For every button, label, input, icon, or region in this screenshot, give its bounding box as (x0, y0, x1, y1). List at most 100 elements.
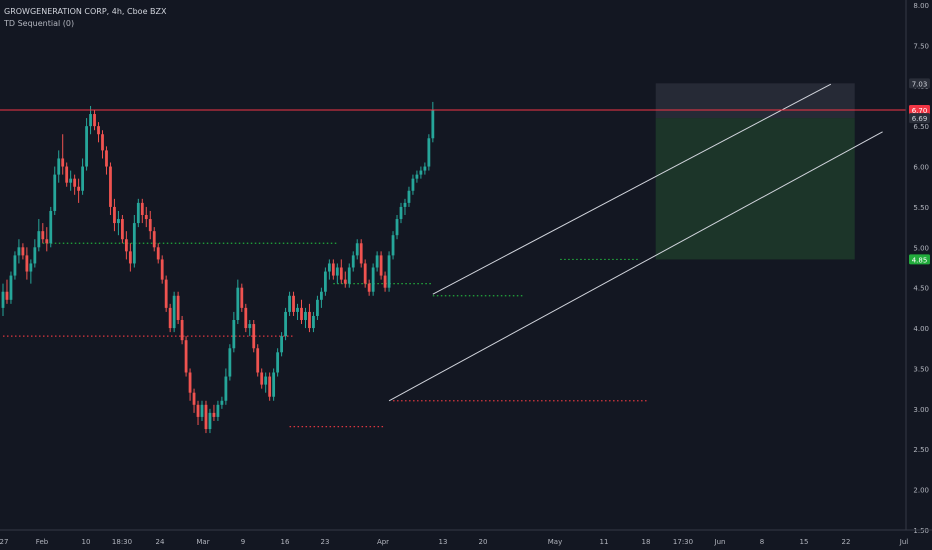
candle[interactable] (419, 166, 423, 179)
candle[interactable] (140, 198, 144, 224)
candle[interactable] (192, 388, 196, 413)
candle[interactable] (1, 283, 5, 316)
candle[interactable] (41, 223, 45, 244)
indicator-title[interactable]: TD Sequential (0) (4, 19, 75, 28)
candle[interactable] (264, 372, 268, 393)
candle[interactable] (407, 186, 411, 207)
candle[interactable] (204, 400, 208, 434)
candle[interactable] (25, 247, 29, 280)
channel-line-upper[interactable] (432, 83, 832, 295)
candle[interactable] (196, 400, 200, 425)
candle[interactable] (5, 279, 9, 304)
candle[interactable] (403, 198, 407, 215)
candle[interactable] (288, 291, 291, 316)
candle[interactable] (240, 283, 244, 312)
channel-line-lower[interactable] (388, 131, 883, 402)
candle[interactable] (77, 178, 81, 203)
candle[interactable] (176, 291, 180, 325)
candle[interactable] (276, 348, 280, 377)
candle[interactable] (363, 259, 367, 288)
candle[interactable] (85, 118, 88, 171)
candle[interactable] (323, 267, 327, 296)
candle[interactable] (53, 166, 57, 215)
price-axis[interactable]: 8.007.507.006.506.005.505.004.504.003.50… (905, 0, 932, 550)
candle[interactable] (379, 251, 383, 280)
candle[interactable] (391, 231, 395, 260)
candle[interactable] (256, 344, 260, 377)
candle[interactable] (65, 162, 69, 187)
candle[interactable] (148, 210, 152, 240)
candle[interactable] (228, 344, 232, 381)
candle[interactable] (168, 303, 172, 333)
candle[interactable] (61, 134, 65, 175)
candle[interactable] (33, 239, 37, 268)
candle[interactable] (136, 198, 140, 228)
candle[interactable] (331, 259, 335, 280)
stop-loss-zone[interactable] (655, 83, 855, 119)
candle[interactable] (101, 130, 104, 159)
candle[interactable] (320, 287, 323, 308)
candlestick-series[interactable] (1, 101, 435, 434)
candle[interactable] (395, 215, 399, 240)
candle[interactable] (164, 275, 168, 312)
candle[interactable] (216, 400, 220, 421)
candle[interactable] (351, 251, 355, 272)
candle[interactable] (268, 372, 272, 401)
candle[interactable] (415, 170, 419, 183)
candle[interactable] (232, 311, 236, 353)
candle[interactable] (371, 263, 375, 296)
candle[interactable] (124, 231, 128, 260)
candle[interactable] (160, 255, 164, 284)
candle[interactable] (411, 174, 415, 195)
candle[interactable] (375, 251, 379, 272)
candle[interactable] (212, 404, 216, 421)
candle[interactable] (188, 368, 192, 401)
candle[interactable] (105, 146, 108, 175)
candle[interactable] (13, 251, 17, 280)
candle[interactable] (383, 271, 387, 292)
candle[interactable] (113, 198, 116, 232)
candle[interactable] (184, 336, 188, 377)
take-profit-zone[interactable] (655, 118, 855, 260)
candle[interactable] (152, 227, 156, 252)
candle[interactable] (109, 162, 112, 216)
candle[interactable] (172, 291, 176, 333)
candle[interactable] (280, 332, 283, 357)
candle[interactable] (156, 243, 160, 264)
candle[interactable] (132, 215, 136, 268)
symbol-title[interactable]: GROWGENERATION CORP, 4h, Cboe BZX (4, 7, 167, 16)
candle[interactable] (57, 150, 61, 183)
candle[interactable] (224, 368, 228, 405)
candle[interactable] (272, 368, 276, 401)
candle[interactable] (431, 101, 435, 143)
candle[interactable] (387, 251, 391, 292)
candle[interactable] (81, 158, 84, 195)
trend-channel[interactable] (388, 83, 883, 402)
candle[interactable] (347, 263, 351, 288)
candle[interactable] (128, 243, 132, 272)
candle[interactable] (427, 134, 431, 171)
candle[interactable] (97, 122, 100, 143)
candle[interactable] (327, 259, 331, 280)
candle[interactable] (300, 299, 303, 325)
candle[interactable] (45, 227, 49, 252)
candle[interactable] (339, 259, 343, 284)
candle[interactable] (252, 320, 256, 353)
candle[interactable] (423, 162, 427, 175)
candle[interactable] (399, 202, 403, 224)
candle[interactable] (355, 239, 359, 260)
candle[interactable] (244, 303, 248, 333)
candle[interactable] (335, 263, 339, 284)
candle[interactable] (367, 279, 371, 296)
candle[interactable] (208, 408, 212, 434)
candle[interactable] (308, 303, 311, 333)
time-axis[interactable]: 27 Feb 10 18:30 24 Mar 9 16 23 Apr 13 20 May 11 18 17:3… (0, 529, 932, 546)
candle[interactable] (21, 243, 25, 260)
candle[interactable] (73, 174, 77, 195)
candle[interactable] (29, 259, 33, 284)
candle[interactable] (284, 307, 287, 341)
candle[interactable] (200, 400, 204, 421)
candle[interactable] (312, 311, 315, 333)
candle[interactable] (49, 206, 53, 248)
